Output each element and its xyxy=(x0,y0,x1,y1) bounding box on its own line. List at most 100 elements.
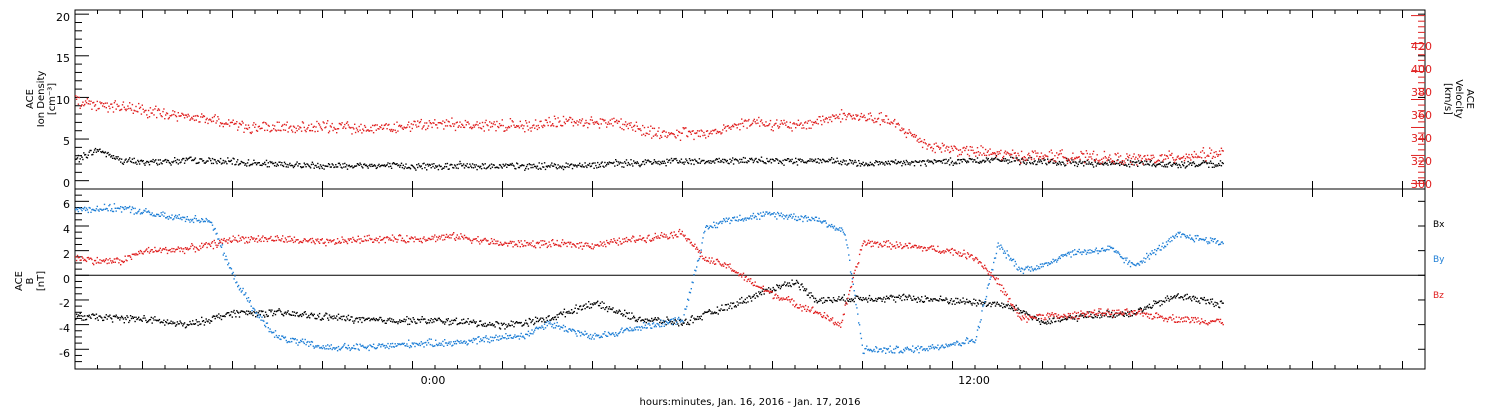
data-point xyxy=(200,323,202,325)
data-point xyxy=(572,164,575,166)
data-point xyxy=(1050,149,1052,151)
data-point xyxy=(1203,152,1205,154)
data-point xyxy=(363,124,366,127)
data-point xyxy=(596,334,598,336)
data-point xyxy=(442,120,444,122)
data-point xyxy=(535,320,538,323)
data-point xyxy=(756,160,758,163)
data-point xyxy=(728,307,730,309)
data-point xyxy=(292,166,295,169)
data-point xyxy=(1061,319,1063,321)
data-point xyxy=(484,121,486,124)
data-point xyxy=(606,306,608,308)
data-point xyxy=(226,163,228,165)
data-point xyxy=(451,164,453,166)
data-point xyxy=(509,334,512,336)
data-point xyxy=(419,121,422,123)
data-point xyxy=(900,350,902,352)
data-point xyxy=(1145,308,1147,310)
data-point xyxy=(415,169,417,171)
data-point xyxy=(531,126,533,129)
data-point xyxy=(910,162,912,164)
data-point xyxy=(418,122,421,124)
data-point xyxy=(726,125,728,127)
data-point xyxy=(749,217,751,219)
data-point xyxy=(719,131,721,133)
data-point xyxy=(485,168,487,170)
data-point xyxy=(705,137,707,139)
data-point xyxy=(314,164,316,167)
data-point xyxy=(416,343,418,345)
data-point xyxy=(451,345,453,347)
data-point xyxy=(277,129,279,131)
data-point xyxy=(104,316,107,319)
data-point xyxy=(152,109,154,111)
data-point xyxy=(860,299,863,301)
data-point xyxy=(835,114,837,116)
data-point xyxy=(1119,313,1121,315)
data-point xyxy=(859,165,862,167)
data-point xyxy=(1120,162,1123,164)
data-point xyxy=(394,163,396,165)
data-point xyxy=(781,122,783,124)
data-point xyxy=(870,163,872,166)
data-point xyxy=(603,166,605,168)
data-point xyxy=(932,298,935,300)
data-point xyxy=(517,125,520,127)
data-point xyxy=(451,319,453,322)
data-point xyxy=(898,124,900,126)
data-point xyxy=(94,147,97,150)
data-point xyxy=(1193,162,1196,165)
data-point xyxy=(1012,157,1015,159)
data-point xyxy=(88,206,90,209)
data-point xyxy=(315,318,317,320)
data-point xyxy=(361,132,363,134)
data-point xyxy=(163,319,165,321)
data-point xyxy=(133,213,135,215)
data-point xyxy=(1153,163,1155,165)
data-point xyxy=(752,161,755,164)
data-point xyxy=(148,319,151,321)
data-point xyxy=(906,132,908,134)
data-point xyxy=(246,162,249,164)
data-point xyxy=(792,162,794,165)
data-point xyxy=(1222,150,1224,152)
data-point xyxy=(382,165,385,167)
data-point xyxy=(538,319,540,322)
data-point xyxy=(424,342,426,344)
data-point xyxy=(335,347,337,349)
data-point xyxy=(1080,162,1082,164)
data-point xyxy=(1096,163,1098,165)
data-point xyxy=(319,319,322,321)
data-point xyxy=(856,115,858,117)
data-point xyxy=(635,121,638,123)
data-point xyxy=(1075,156,1078,158)
data-point xyxy=(974,152,976,154)
data-point xyxy=(145,109,147,112)
data-point xyxy=(1200,297,1203,299)
data-point xyxy=(483,325,485,327)
data-point xyxy=(390,128,393,131)
data-point xyxy=(952,164,954,166)
data-point xyxy=(131,206,134,208)
data-point xyxy=(388,319,390,321)
data-point xyxy=(772,213,774,215)
data-point xyxy=(908,349,910,351)
data-point xyxy=(1022,310,1025,312)
data-point xyxy=(552,327,555,329)
data-point xyxy=(868,164,871,167)
data-point xyxy=(365,318,368,320)
data-point xyxy=(196,220,198,222)
data-point xyxy=(399,126,402,128)
data-point xyxy=(372,124,374,127)
data-point xyxy=(1154,161,1156,164)
data-point xyxy=(862,116,864,118)
data-point xyxy=(480,324,483,326)
data-point xyxy=(1209,152,1212,154)
data-point xyxy=(851,118,854,120)
data-point xyxy=(1172,163,1174,166)
data-point xyxy=(503,322,505,325)
data-point xyxy=(1098,310,1100,312)
data-point xyxy=(301,338,304,340)
data-point xyxy=(299,163,301,165)
